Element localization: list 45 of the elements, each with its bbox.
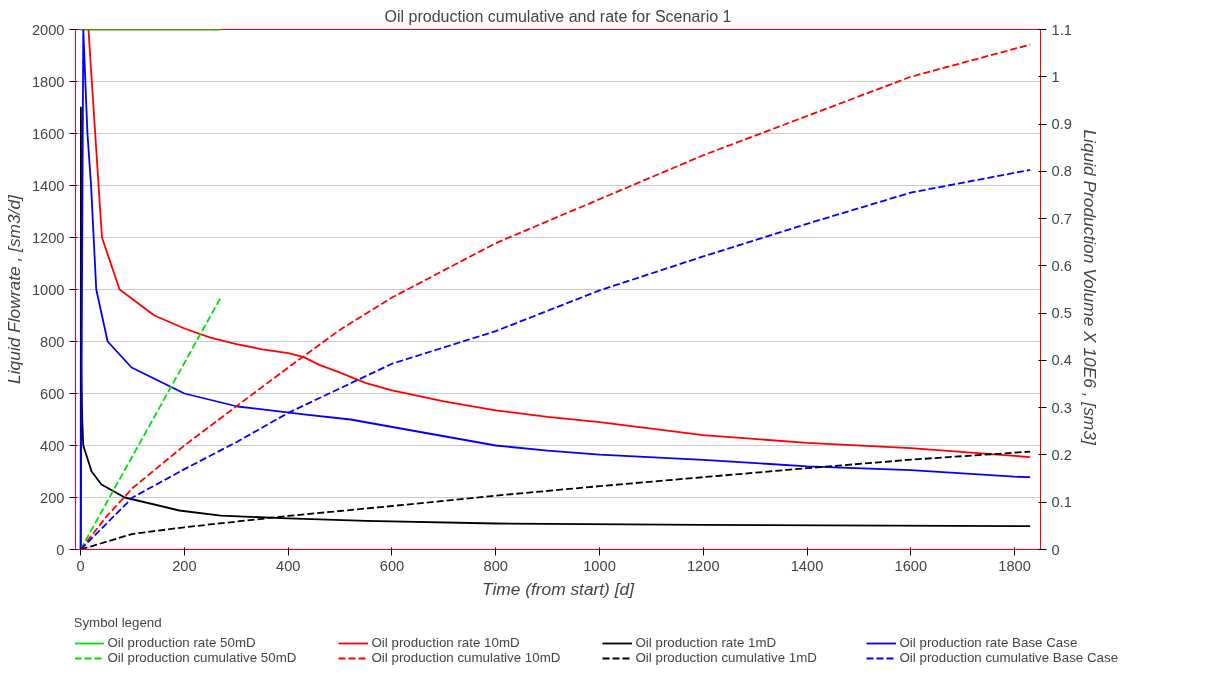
y2-tick-label: 0.1 — [1051, 494, 1072, 511]
y-tick-label: 1800 — [31, 73, 65, 90]
x-tick-label: 600 — [379, 557, 405, 574]
x-tick-label: 1600 — [894, 557, 928, 574]
legend-label: Oil production cumulative 1mD — [635, 650, 818, 665]
legend-label: Oil production rate 1mD — [635, 635, 778, 650]
y-tick-label: 400 — [40, 437, 65, 454]
legend-label: Oil production rate Base Case — [899, 635, 1079, 650]
y-tick-label: 200 — [40, 489, 65, 506]
legend-label: Oil production cumulative 50mD — [107, 650, 298, 665]
x-tick-label: 1400 — [790, 557, 824, 574]
y2-tick-label: 0.3 — [1051, 399, 1072, 416]
y2-axis-title: Liquid Production Volume X 10E6 , [sm3] — [1079, 129, 1100, 446]
x-tick-label: 1000 — [583, 557, 616, 574]
legend-label: Oil production rate 10mD — [371, 635, 521, 650]
y2-tick-label: 0.8 — [1051, 163, 1072, 180]
y2-tick-label: 1 — [1051, 68, 1060, 85]
x-tick-label: 1200 — [686, 557, 720, 574]
y-tick-label: 1600 — [31, 125, 65, 142]
y2-tick-label: 0.9 — [1051, 116, 1072, 133]
y2-tick-label: 1.1 — [1051, 21, 1072, 38]
y-tick-label: 2000 — [31, 21, 65, 38]
y-tick-label: 800 — [40, 333, 65, 350]
y2-tick-label: 0 — [1051, 541, 1060, 558]
y2-tick-label: 0.6 — [1051, 257, 1072, 274]
x-tick-label: 0 — [76, 557, 85, 574]
y-tick-label: 1200 — [31, 229, 65, 246]
x-tick-label: 800 — [483, 557, 508, 574]
y-tick-label: 1000 — [31, 281, 65, 298]
legend-label: Oil production cumulative Base Case — [899, 650, 1120, 665]
y-tick-label: 1400 — [31, 177, 65, 194]
chart-title: Oil production cumulative and rate for Scenario 1 — [384, 7, 732, 25]
y2-tick-label: 0.5 — [1051, 305, 1072, 322]
y2-tick-label: 0.7 — [1051, 210, 1072, 227]
legend-label: Oil production rate 50mD — [107, 635, 257, 650]
x-tick-label: 1800 — [998, 557, 1031, 574]
y2-tick-label: 0.4 — [1051, 352, 1072, 369]
x-tick-label: 200 — [172, 557, 197, 574]
y-tick-label: 0 — [56, 541, 65, 558]
x-axis-title: Time (from start) [d] — [482, 578, 636, 599]
x-tick-label: 400 — [275, 557, 301, 574]
y2-tick-label: 0.2 — [1051, 446, 1072, 463]
legend-label: Oil production cumulative 10mD — [371, 650, 562, 665]
y-axis-title: Liquid Flowrate , [sm3/d] — [3, 193, 24, 384]
y-tick-label: 600 — [40, 385, 65, 402]
